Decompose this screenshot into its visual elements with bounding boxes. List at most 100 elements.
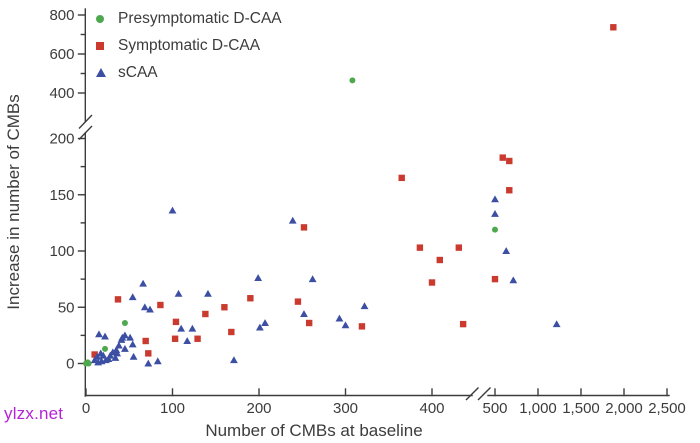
- x-tick-label: 300: [333, 400, 358, 417]
- data-point-square: [305, 319, 313, 327]
- data-point-square: [300, 224, 308, 231]
- data-point-triangle: [121, 344, 129, 352]
- triangle-marker-icon: [96, 68, 106, 77]
- x-tick-label: 200: [246, 400, 271, 417]
- data-point-triangle: [108, 348, 117, 356]
- data-point-square: [91, 351, 98, 358]
- y-tick-label: 50: [58, 299, 75, 316]
- data-point-triangle: [261, 319, 269, 326]
- y-axis-break-slash: [78, 125, 93, 140]
- data-point-triangle: [491, 195, 499, 203]
- x-axis-title: Number of CMBs at baseline: [205, 421, 422, 440]
- data-point-triangle: [204, 289, 212, 297]
- data-point-triangle: [121, 331, 129, 339]
- data-point-triangle: [168, 206, 177, 214]
- data-point-triangle: [95, 330, 103, 338]
- data-point-triangle: [509, 276, 518, 284]
- data-point-circle: [492, 226, 498, 233]
- data-point-square: [194, 335, 201, 342]
- legend-label: Symptomatic D-CAA: [118, 36, 261, 54]
- y-tick-label: 100: [49, 243, 74, 260]
- y-tick-label: 400: [49, 85, 74, 102]
- legend-item-scaa: sCAA: [96, 59, 282, 86]
- legend-item-symptomatic: Symptomatic D-CAA: [96, 32, 282, 59]
- data-point-square: [506, 187, 513, 194]
- data-point-square: [428, 279, 436, 286]
- legend-label: sCAA: [118, 63, 158, 81]
- y-tick-label: 600: [49, 46, 74, 63]
- data-point-triangle: [308, 275, 317, 283]
- data-point-circle: [85, 360, 92, 367]
- data-point-square: [491, 275, 499, 283]
- x-tick-label: 2,500: [648, 400, 686, 417]
- x-tick-label: 2,000: [605, 400, 643, 417]
- y-tick-label: 150: [49, 187, 74, 204]
- data-point-triangle: [255, 323, 264, 331]
- data-point-triangle: [140, 303, 149, 311]
- data-point-triangle: [491, 209, 499, 217]
- watermark: ylzx.net: [4, 404, 64, 423]
- data-point-triangle: [113, 349, 122, 357]
- data-point-triangle: [360, 302, 369, 310]
- data-point-triangle: [183, 337, 192, 344]
- data-point-square: [114, 296, 122, 303]
- circle-marker-icon: [96, 14, 104, 23]
- data-point-square: [142, 337, 149, 345]
- x-tick-label: 400: [419, 400, 444, 417]
- x-tick-label: 1,500: [562, 400, 600, 417]
- data-point-triangle: [139, 279, 147, 287]
- x-tick-label: 1,000: [519, 400, 557, 417]
- data-point-square: [145, 350, 152, 357]
- data-point-triangle: [126, 333, 135, 341]
- data-point-triangle: [128, 340, 137, 348]
- data-point-triangle: [174, 289, 183, 297]
- data-point-triangle: [112, 346, 121, 353]
- data-point-triangle: [188, 324, 197, 332]
- data-point-square: [499, 154, 506, 161]
- x-tick-label: 500: [482, 400, 507, 417]
- data-point-square: [172, 318, 180, 326]
- data-point-triangle: [552, 320, 561, 328]
- data-point-triangle: [144, 359, 153, 367]
- data-point-square: [610, 24, 617, 31]
- legend: Presymptomatic D-CAA Symptomatic D-CAA s…: [96, 5, 282, 86]
- data-point-triangle: [146, 305, 154, 313]
- data-point-triangle: [230, 356, 238, 364]
- data-point-triangle: [300, 310, 308, 317]
- data-point-square: [416, 244, 424, 251]
- data-point-square: [202, 310, 209, 318]
- y-tick-label: 800: [49, 7, 74, 24]
- data-point-square: [247, 295, 254, 302]
- data-point-circle: [121, 320, 128, 326]
- data-point-triangle: [129, 352, 138, 360]
- data-point-square: [171, 335, 179, 342]
- data-point-square: [398, 174, 405, 182]
- data-point-triangle: [335, 314, 344, 322]
- y-axis-break-slash: [78, 114, 93, 129]
- x-axis-break-slash: [477, 387, 491, 401]
- data-point-circle: [349, 77, 356, 84]
- data-point-triangle: [111, 353, 120, 361]
- data-point-triangle: [254, 274, 263, 281]
- data-point-triangle: [99, 351, 108, 359]
- data-point-square: [157, 301, 164, 309]
- data-point-triangle: [153, 357, 162, 365]
- legend-item-presymptomatic: Presymptomatic D-CAA: [96, 5, 282, 32]
- data-point-square: [459, 320, 467, 328]
- x-tick-label: 100: [160, 400, 185, 417]
- data-point-square: [455, 244, 463, 251]
- data-point-square: [358, 323, 366, 330]
- data-point-square: [221, 304, 228, 311]
- data-point-square: [506, 157, 513, 165]
- data-point-triangle: [101, 332, 109, 340]
- y-tick-label: 0: [66, 356, 74, 373]
- y-tick-label: 200: [49, 131, 74, 148]
- data-point-square: [228, 328, 235, 336]
- data-point-circle: [102, 345, 109, 352]
- y-axis-title: Increase in number of CMBs: [4, 94, 23, 309]
- x-tick-label: 0: [82, 400, 90, 417]
- square-marker-icon: [96, 41, 104, 50]
- data-point-square: [436, 256, 443, 264]
